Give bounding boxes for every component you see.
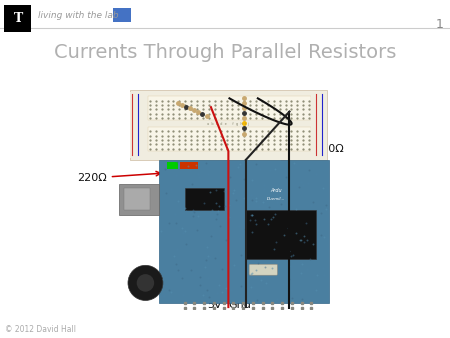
Text: #999999: #999999 [38,14,45,15]
Text: living with the lab: living with the lab [38,11,119,21]
Text: Ardu: Ardu [270,188,282,193]
FancyBboxPatch shape [4,5,31,32]
Text: Duemil...: Duemil... [267,197,285,201]
Text: Gnd: Gnd [229,297,252,310]
FancyBboxPatch shape [119,184,158,215]
Circle shape [137,274,154,292]
FancyBboxPatch shape [124,189,150,210]
Text: 5V: 5V [208,297,222,310]
Bar [130,92,145,158]
Text: 470Ω: 470Ω [281,144,344,162]
Text: T: T [14,12,22,25]
FancyBboxPatch shape [148,127,311,151]
FancyBboxPatch shape [185,189,224,210]
Bar [311,92,327,158]
FancyBboxPatch shape [180,162,198,169]
FancyBboxPatch shape [148,96,311,120]
Text: 220Ω: 220Ω [77,171,161,183]
FancyBboxPatch shape [158,160,329,303]
FancyBboxPatch shape [246,210,316,259]
Text: Currents Through Parallel Resistors: Currents Through Parallel Resistors [54,43,396,62]
Circle shape [128,265,163,300]
Text: © 2012 David Hall: © 2012 David Hall [5,325,76,335]
FancyBboxPatch shape [113,8,131,22]
FancyBboxPatch shape [167,162,178,169]
FancyBboxPatch shape [249,264,278,275]
Text: a  b  c  d  e     f  g  h  i  j: a b c d e f g h i j [207,122,249,126]
Text: 1: 1 [436,18,444,30]
FancyBboxPatch shape [130,90,327,160]
